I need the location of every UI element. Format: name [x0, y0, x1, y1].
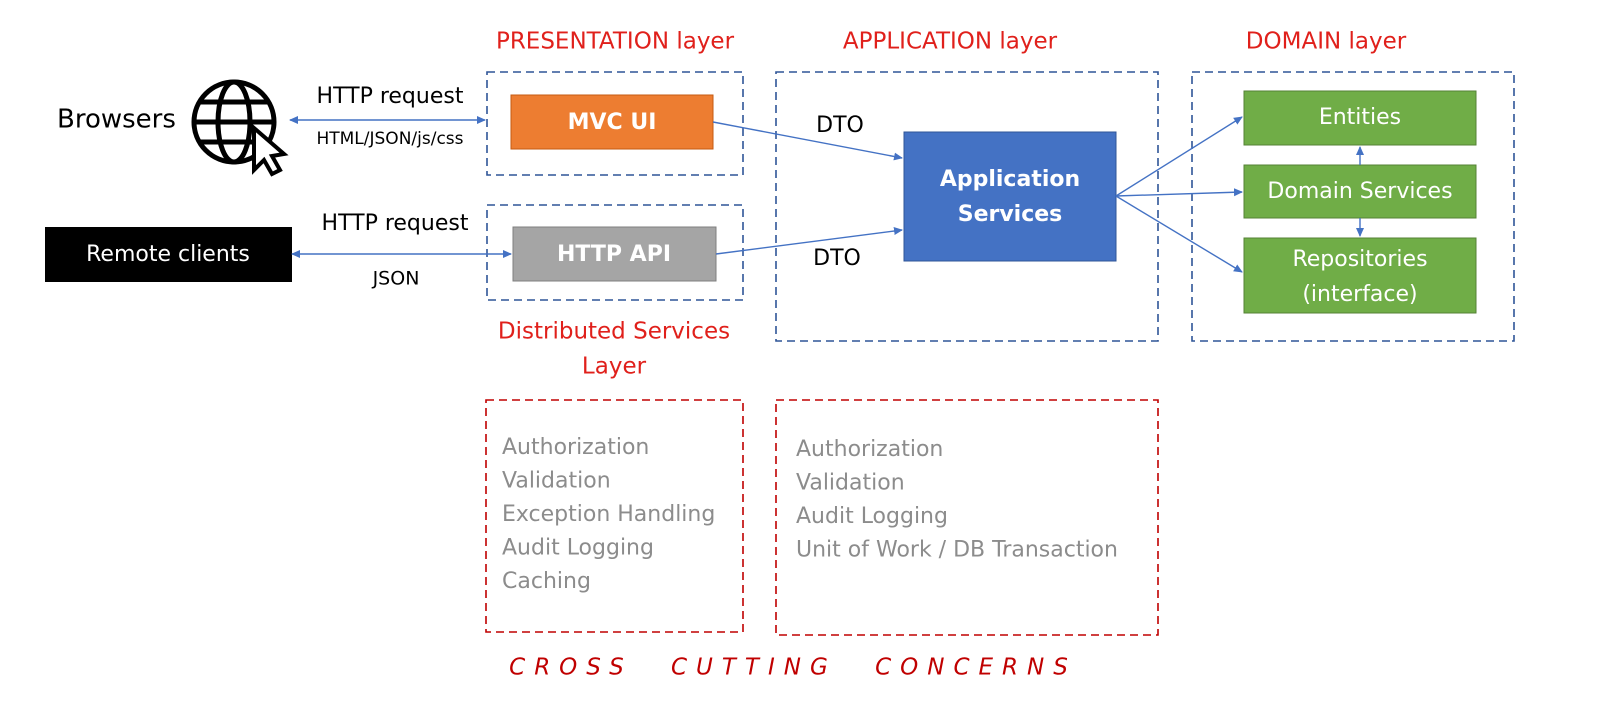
node-label: HTTP API: [557, 242, 671, 267]
concern-list: Authorization Validation Exception Handlin…: [502, 435, 715, 594]
footer: CROSS CUTTING CONCERNS: [509, 655, 1077, 681]
connector: [715, 227, 903, 255]
edge-label: HTML/JSON/js/css: [316, 129, 463, 149]
concern-item: Unit of Work / DB Transaction: [796, 538, 1118, 563]
layer-box: [1191, 71, 1515, 342]
connector: [712, 121, 903, 161]
layer-title: APPLICATION layer: [843, 29, 1058, 55]
node-box: [510, 94, 714, 150]
layer-title: Layer: [582, 354, 647, 380]
globe-icon: [191, 79, 289, 177]
node-label: Repositories: [1292, 247, 1427, 272]
node-label: Application: [940, 167, 1080, 192]
concern-item: Validation: [502, 469, 611, 494]
client-box: [45, 227, 292, 282]
concern-item: Audit Logging: [502, 536, 654, 561]
edge-label: JSON: [372, 268, 420, 290]
node-label: Services: [958, 202, 1063, 227]
concern-item: Exception Handling: [502, 502, 715, 527]
node-label: Entities: [1319, 105, 1401, 130]
node-box: [1243, 237, 1477, 314]
concern-item: Authorization: [796, 437, 943, 462]
client-label: Remote clients: [86, 242, 250, 267]
node-box: [1243, 90, 1477, 146]
concern-item: Validation: [796, 471, 905, 496]
edge-label: DTO: [816, 113, 864, 138]
layer-box: [486, 71, 744, 176]
layer-title: Distributed Services: [498, 319, 730, 345]
node-label: (interface): [1302, 282, 1417, 307]
concern-item: Authorization: [502, 435, 649, 460]
edge-label: HTTP request: [317, 84, 464, 109]
layer-title: DOMAIN layer: [1246, 29, 1407, 55]
concern-box: [485, 399, 744, 633]
layer-title: PRESENTATION layer: [496, 29, 735, 55]
concern-box: [775, 399, 1159, 636]
connector: [1115, 188, 1243, 197]
concern-item: Caching: [502, 569, 591, 594]
edge-label: HTTP request: [322, 211, 469, 236]
client-label: Browsers: [57, 105, 176, 135]
node-label: MVC UI: [568, 110, 657, 135]
concern-list: Authorization Validation Audit Logging Unit…: [796, 437, 1118, 563]
node-box: [512, 226, 717, 282]
connector: [1115, 116, 1243, 197]
concern-item: Audit Logging: [796, 504, 948, 529]
edge-label: DTO: [813, 246, 861, 271]
node-label: Domain Services: [1267, 179, 1452, 204]
connector: [1115, 195, 1243, 273]
node-box: [903, 131, 1117, 262]
